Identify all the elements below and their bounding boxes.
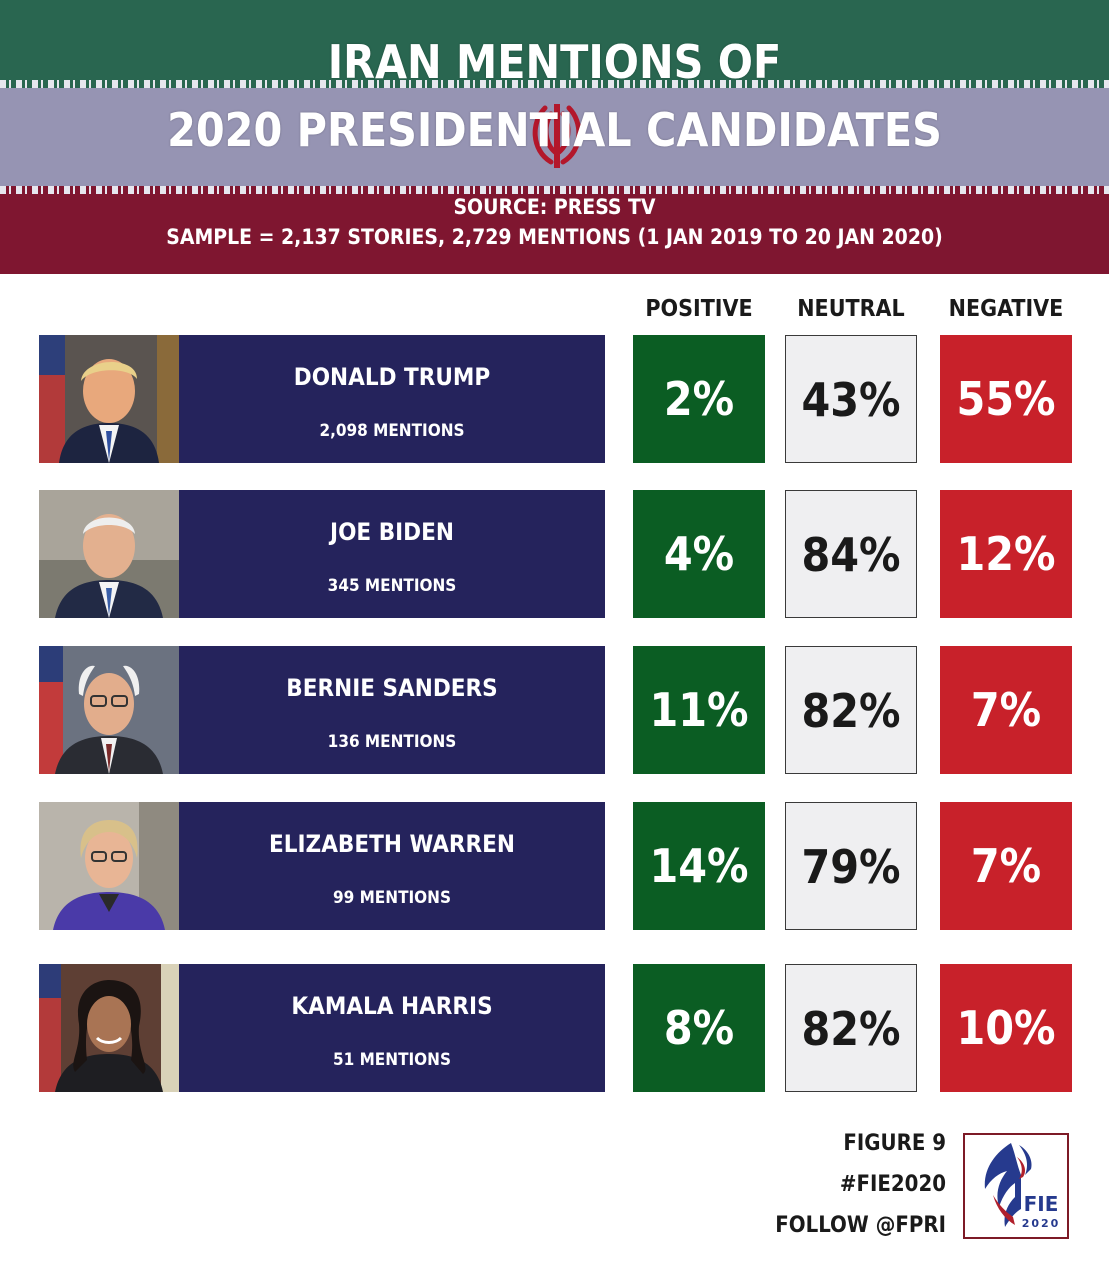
candidate-photo	[39, 335, 179, 463]
positive-value: 11%	[633, 646, 765, 774]
candidate-name-box: BERNIE SANDERS 136 MENTIONS	[179, 646, 605, 774]
candidate-name-box: KAMALA HARRIS 51 MENTIONS	[179, 964, 605, 1092]
candidate-name: KAMALA HARRIS	[291, 992, 493, 1020]
candidate-name: DONALD TRUMP	[293, 363, 491, 391]
negative-value: 12%	[940, 490, 1072, 618]
neutral-value: 82%	[785, 964, 917, 1092]
logo-text: FIE	[1024, 1192, 1059, 1216]
candidate-photo	[39, 646, 179, 774]
candidate-photo	[39, 802, 179, 930]
follow-link[interactable]: FOLLOW @FPRI	[775, 1213, 946, 1238]
neutral-value: 84%	[785, 490, 917, 618]
chart-source: SOURCE: PRESS TV	[453, 195, 656, 219]
column-header-negative: NEGATIVE	[948, 296, 1064, 322]
header-kufic-border-bottom	[0, 186, 1109, 194]
negative-value: 10%	[940, 964, 1072, 1092]
candidate-name-box: DONALD TRUMP 2,098 MENTIONS	[179, 335, 605, 463]
fie-logo: FIE 2020	[963, 1133, 1069, 1239]
candidate-name: BERNIE SANDERS	[286, 674, 498, 702]
header-band-green	[0, 0, 1109, 80]
candidate-name-box: JOE BIDEN 345 MENTIONS	[179, 490, 605, 618]
candidate-name: JOE BIDEN	[330, 518, 454, 546]
column-header-neutral: NEUTRAL	[797, 296, 905, 322]
candidate-mentions: 136 MENTIONS	[327, 732, 457, 752]
logo-year: 2020	[1022, 1217, 1061, 1230]
chart-title-line2: 2020 PRESIDENTIAL CANDIDATES	[167, 103, 942, 157]
negative-value: 7%	[940, 646, 1072, 774]
chart-title-line1: IRAN MENTIONS OF	[327, 35, 782, 89]
candidate-mentions: 2,098 MENTIONS	[319, 421, 465, 441]
header-band-red	[0, 194, 1109, 274]
candidate-row: DONALD TRUMP 2,098 MENTIONS 2% 43% 55%	[0, 335, 1109, 463]
candidate-row: ELIZABETH WARREN 99 MENTIONS 14% 79% 7%	[0, 802, 1109, 930]
negative-value: 55%	[940, 335, 1072, 463]
negative-value: 7%	[940, 802, 1072, 930]
neutral-value: 79%	[785, 802, 917, 930]
chart-sample: SAMPLE = 2,137 STORIES, 2,729 MENTIONS (…	[166, 225, 943, 249]
candidate-mentions: 51 MENTIONS	[332, 1050, 451, 1070]
candidate-photo	[39, 964, 179, 1092]
iran-emblem-icon	[532, 104, 582, 168]
candidate-mentions: 345 MENTIONS	[327, 576, 457, 596]
candidate-row: KAMALA HARRIS 51 MENTIONS 8% 82% 10%	[0, 964, 1109, 1092]
candidate-photo	[39, 490, 179, 618]
neutral-value: 82%	[785, 646, 917, 774]
hashtag-label: #FIE2020	[839, 1172, 946, 1197]
positive-value: 2%	[633, 335, 765, 463]
neutral-value: 43%	[785, 335, 917, 463]
candidate-name-box: ELIZABETH WARREN 99 MENTIONS	[179, 802, 605, 930]
positive-value: 8%	[633, 964, 765, 1092]
eagle-icon: FIE 2020	[984, 1143, 1061, 1230]
header-kufic-border-top	[0, 80, 1109, 88]
column-header-positive: POSITIVE	[645, 296, 753, 322]
figure-label: FIGURE 9	[843, 1131, 946, 1156]
candidate-row: JOE BIDEN 345 MENTIONS 4% 84% 12%	[0, 490, 1109, 618]
positive-value: 14%	[633, 802, 765, 930]
candidate-row: BERNIE SANDERS 136 MENTIONS 11% 82% 7%	[0, 646, 1109, 774]
candidate-mentions: 99 MENTIONS	[332, 888, 451, 908]
positive-value: 4%	[633, 490, 765, 618]
candidate-name: ELIZABETH WARREN	[269, 830, 515, 858]
